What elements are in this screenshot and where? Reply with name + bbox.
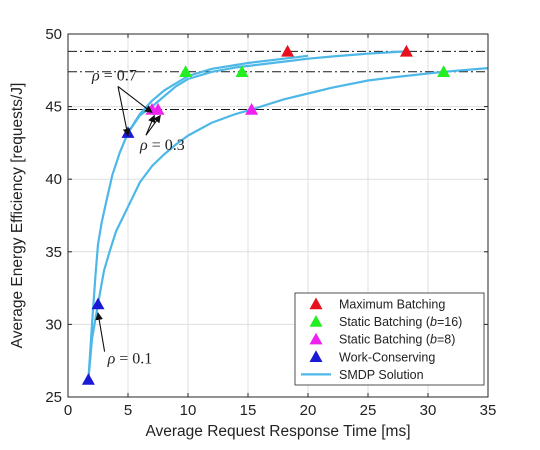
rho-annotation: ρ = 0.7: [91, 67, 137, 84]
marker-point: [91, 297, 105, 310]
annotations: ρ = 0.7 ρ = 0.3 ρ = 0.1: [91, 67, 185, 367]
y-tick-label: 45: [45, 99, 62, 116]
legend-label: Static Batching (b=16): [339, 315, 462, 329]
x-tick-label: 20: [300, 402, 317, 419]
annotation-arrow: [117, 86, 131, 137]
axis-ticks: 0 5 10 15 20 25 30 35 25 30 35 40 45 50: [45, 26, 496, 419]
x-tick-label: 10: [180, 402, 197, 419]
marker-point: [281, 44, 295, 57]
smdp-curve: [87, 67, 489, 380]
marker-point: [81, 373, 95, 385]
x-tick-label: 5: [124, 402, 132, 419]
legend-marker-swatch: [309, 315, 323, 327]
x-tick-label: 15: [240, 402, 257, 419]
rho-annotation: ρ = 0.1: [107, 351, 153, 368]
y-axis-title: Average Energy Efficiency [requests/J]: [9, 83, 26, 349]
y-tick-label: 40: [45, 171, 62, 188]
marker-point: [437, 65, 451, 77]
x-tick-label: 0: [64, 402, 72, 419]
y-tick-label: 25: [45, 389, 62, 406]
legend-marker-swatch: [309, 350, 323, 362]
x-tick-label: 35: [480, 402, 497, 419]
legend-marker-swatch: [309, 297, 323, 310]
legend-label: Maximum Batching: [339, 298, 445, 312]
marker-point: [179, 65, 193, 77]
y-tick-label: 50: [45, 26, 62, 43]
legend-label: Static Batching (b=8): [339, 333, 455, 347]
marker-point: [151, 103, 165, 115]
y-tick-label: 30: [45, 316, 62, 333]
smdp-curve: [127, 50, 407, 134]
y-tick-label: 35: [45, 244, 62, 261]
annotation-arrow: [95, 312, 106, 352]
legend-label: Work-Conserving: [339, 350, 435, 364]
legend-marker-swatch: [309, 332, 323, 345]
rho-annotation: ρ = 0.3: [139, 137, 185, 154]
reference-lines: [68, 50, 488, 111]
legend-label: SMDP Solution: [339, 368, 424, 382]
marker-point: [245, 103, 259, 115]
annotation-arrow: [117, 86, 153, 113]
x-tick-label: 25: [360, 402, 377, 419]
annotation-arrow: [145, 114, 161, 136]
legend: Maximum Batching Static Batching (b=16) St…: [294, 292, 485, 386]
legend-box: [294, 292, 485, 386]
annotation-arrow: [145, 114, 156, 136]
marker-point: [235, 65, 249, 77]
x-tick-label: 30: [420, 402, 437, 419]
plot-frame: [67, 33, 489, 398]
marker-point: [399, 44, 413, 57]
x-axis-title: Average Request Response Time [ms]: [145, 423, 410, 440]
